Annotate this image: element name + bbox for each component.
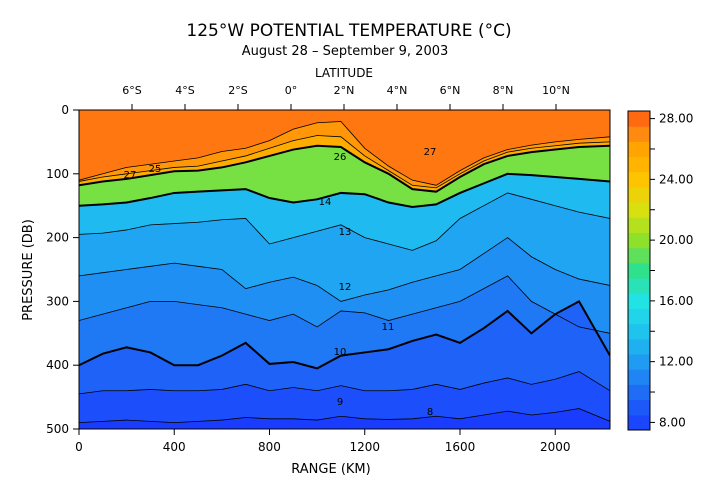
contour-line xyxy=(79,135,610,189)
colorbar-tick-label: 20.00 xyxy=(659,233,693,247)
chart-subtitle: August 28 – September 9, 2003 xyxy=(242,44,449,59)
latitude-tick-label: 6°N xyxy=(440,84,461,97)
chart-title: 125°W POTENTIAL TEMPERATURE (°C) xyxy=(186,21,511,41)
colorbar-swatch xyxy=(628,217,650,234)
colorbar-swatch xyxy=(628,369,650,385)
colorbar-tick-label: 16.00 xyxy=(659,294,693,308)
contour-label: 14 xyxy=(319,197,332,208)
y-tick-label: 500 xyxy=(46,422,69,436)
y-axis-label: PRESSURE (DB) xyxy=(21,219,36,321)
contour-label: 13 xyxy=(339,227,352,238)
contour-line xyxy=(79,408,610,424)
contour-line xyxy=(79,371,610,395)
y-tick-label: 0 xyxy=(61,103,69,117)
latitude-tick-label: 8°N xyxy=(493,84,514,97)
contour-line xyxy=(79,172,610,208)
colorbar-tick-label: 28.00 xyxy=(659,112,693,126)
latitude-tick-label: 6°S xyxy=(122,84,141,97)
colorbar-tick-label: 12.00 xyxy=(659,355,693,369)
x-tick-label: 0 xyxy=(75,440,83,454)
top-axis-label: LATITUDE xyxy=(315,66,373,80)
temperature-band xyxy=(79,408,610,429)
colorbar-swatch xyxy=(628,414,650,431)
colorbar: 28.00 24.00 20.00 16.00 12.00 8.00 xyxy=(627,110,693,431)
latitude-tick-label: 2°S xyxy=(228,84,247,97)
colorbar-swatch xyxy=(628,293,650,309)
colorbar-swatch xyxy=(628,202,650,218)
colorbar-swatch xyxy=(628,308,650,325)
contour-line xyxy=(79,300,610,370)
colorbar-swatch xyxy=(628,186,650,203)
contour-label: 8 xyxy=(427,407,433,418)
contour-label: 25 xyxy=(149,164,162,175)
colorbar-swatch xyxy=(628,399,650,416)
contour-line xyxy=(79,275,610,334)
colorbar-swatch xyxy=(628,111,650,127)
colorbar-swatch xyxy=(628,278,650,294)
colorbar-swatch xyxy=(628,126,650,142)
colorbar-swatch xyxy=(628,156,650,173)
contour-label: 27 xyxy=(124,170,137,181)
colorbar-swatch xyxy=(628,354,650,370)
x-tick-label: 1200 xyxy=(349,440,380,454)
latitude-tick-label: 10°N xyxy=(542,84,570,97)
y-tick-label: 300 xyxy=(46,294,69,308)
x-axis-label: RANGE (KM) xyxy=(291,462,370,477)
temperature-band xyxy=(79,371,610,429)
contour-line xyxy=(79,144,610,193)
colorbar-swatch xyxy=(628,247,650,264)
y-tick-label: 200 xyxy=(46,231,69,245)
contour-line xyxy=(79,121,610,186)
contour-label: 12 xyxy=(339,282,352,293)
latitude-tick-label: 4°N xyxy=(387,84,408,97)
latitude-tick-label: 0° xyxy=(285,84,298,97)
contour-line xyxy=(79,192,610,251)
latitude-tick-label: 4°S xyxy=(175,84,194,97)
contour-label: 9 xyxy=(337,397,343,408)
x-tick-label: 2000 xyxy=(540,440,571,454)
x-tick-label: 800 xyxy=(258,440,281,454)
contour-labels: 27 25 27 26 14 13 12 11 10 9 8 xyxy=(124,147,437,418)
y-tick-label: 100 xyxy=(46,167,69,181)
y-tick-label: 400 xyxy=(46,358,69,372)
x-tick-label: 400 xyxy=(163,440,186,454)
colorbar-swatch xyxy=(628,232,650,249)
contour-label: 11 xyxy=(382,322,395,333)
colorbar-swatch xyxy=(628,141,650,158)
contour-label: 26 xyxy=(334,152,347,163)
contour-label: 27 xyxy=(424,147,437,158)
colorbar-swatch xyxy=(628,338,650,355)
colorbar-swatch xyxy=(628,384,650,401)
contour-line xyxy=(79,237,610,302)
colorbar-swatch xyxy=(628,171,650,188)
latitude-tick-label: 2°N xyxy=(334,84,355,97)
colorbar-tick-label: 8.00 xyxy=(659,415,686,429)
plot-area xyxy=(79,110,610,429)
contour-label: 10 xyxy=(334,347,347,358)
colorbar-swatch xyxy=(628,323,650,340)
colorbar-tick-label: 24.00 xyxy=(659,172,693,186)
x-tick-label: 1600 xyxy=(445,440,476,454)
colorbar-swatch xyxy=(628,262,650,279)
